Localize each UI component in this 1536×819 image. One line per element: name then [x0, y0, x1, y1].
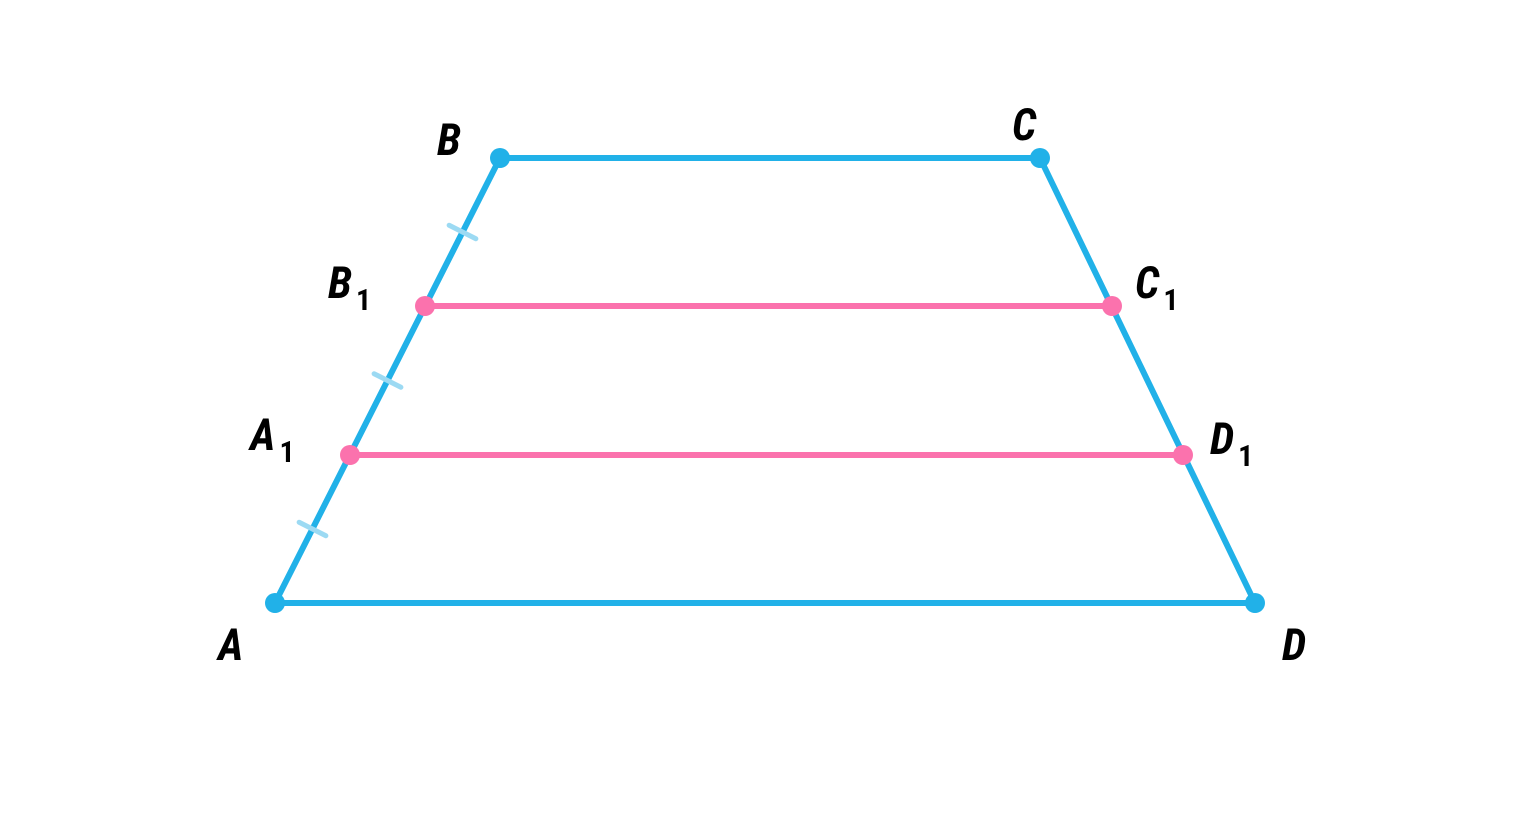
- label-C: C: [1012, 99, 1037, 151]
- label-B1-sub: 1: [356, 283, 371, 318]
- label-C1-main: C: [1135, 257, 1160, 309]
- label-C1: C1: [1135, 257, 1179, 318]
- edge-C-D: [1040, 158, 1255, 603]
- point-A1: [340, 445, 360, 465]
- label-D1: D1: [1210, 413, 1253, 474]
- point-B: [490, 148, 510, 168]
- label-D: D: [1282, 619, 1306, 671]
- label-A1-main: A: [248, 409, 275, 461]
- point-C: [1030, 148, 1050, 168]
- label-D-main: D: [1282, 619, 1306, 671]
- trapezoid-diagram: ABCDA1B1C1D1: [0, 0, 1536, 819]
- label-C-main: C: [1012, 99, 1037, 151]
- point-D: [1245, 593, 1265, 613]
- label-B1: B1: [328, 257, 371, 318]
- point-D1: [1173, 445, 1193, 465]
- point-B1: [415, 296, 435, 316]
- label-A1: A1: [248, 409, 295, 470]
- label-D1-sub: 1: [1238, 439, 1253, 474]
- label-A1-sub: 1: [279, 435, 294, 470]
- label-B-main: B: [437, 114, 461, 166]
- label-B1-main: B: [328, 257, 352, 309]
- label-C1-sub: 1: [1163, 283, 1178, 318]
- label-A-main: A: [216, 619, 243, 671]
- point-C1: [1102, 296, 1122, 316]
- label-B: B: [437, 114, 461, 166]
- label-A: A: [216, 619, 243, 671]
- label-D1-main: D: [1210, 413, 1234, 465]
- point-A: [265, 593, 285, 613]
